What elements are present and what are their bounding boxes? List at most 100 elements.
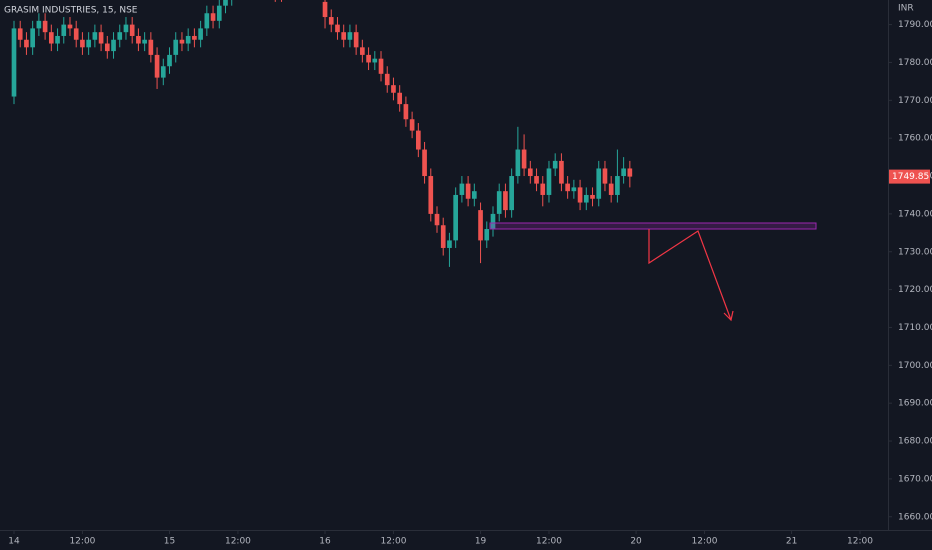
candle-body [360, 47, 365, 55]
candle-body [167, 54, 172, 67]
candle-body [123, 24, 129, 33]
candle-body [24, 39, 29, 48]
candle-body [73, 28, 79, 40]
candle-body [608, 183, 614, 195]
x-tick-label: 12:00 [380, 537, 406, 547]
candle-body [515, 149, 521, 177]
candle-body [471, 191, 477, 199]
candle-body [453, 194, 458, 241]
candle-body [534, 176, 539, 184]
candle-body [92, 32, 98, 40]
candle-body [409, 119, 415, 131]
candle-body [154, 54, 160, 78]
y-tick-label: 1670.00 [898, 474, 932, 484]
candle-body [552, 160, 558, 169]
candle-body [478, 210, 483, 241]
candle-body [559, 160, 564, 184]
candle-body [546, 168, 552, 195]
x-tick-label: 19 [475, 537, 487, 547]
y-tick-label: 1730.00 [898, 247, 932, 257]
candle-body [496, 191, 502, 214]
y-tick-label: 1760.00 [898, 134, 932, 144]
candle-body [434, 213, 440, 226]
candle-body [80, 39, 85, 48]
candle-body [30, 28, 35, 48]
candle-body [185, 35, 191, 44]
candle-body [571, 187, 577, 192]
candle-body [67, 24, 73, 29]
candle-body [490, 213, 496, 230]
candle-body [447, 240, 452, 248]
candle-body [210, 13, 216, 21]
y-tick-label: 1770.00 [898, 96, 932, 106]
candle-body [61, 24, 67, 36]
candle-body [142, 39, 147, 44]
candle-body [216, 5, 222, 21]
candle-body [484, 229, 490, 241]
candle-body [378, 58, 384, 74]
candle-body [192, 35, 197, 40]
candle-body [129, 24, 135, 36]
candle-body [602, 168, 608, 184]
candle-body [596, 168, 602, 199]
chart-title: GRASIM INDUSTRIES, 15, NSE [4, 6, 138, 16]
candle-body [55, 35, 60, 44]
candle-body [11, 28, 17, 97]
path-drawing [648, 229, 732, 321]
x-tick-label: 12:00 [69, 537, 95, 547]
candle-body [42, 20, 48, 33]
candle-body [173, 39, 179, 55]
candle-body [117, 32, 123, 40]
candle-body [540, 183, 546, 195]
candle-body [111, 39, 116, 52]
x-tick-label: 20 [630, 537, 642, 547]
candle-body [48, 32, 54, 44]
candle-body [335, 24, 340, 33]
x-tick-label: 15 [164, 537, 175, 547]
candle-body [322, 1, 328, 18]
candle-body [503, 191, 508, 211]
candle-body [428, 176, 434, 214]
y-tick-label: 1680.00 [898, 437, 932, 447]
y-tick-label: 1700.00 [898, 361, 932, 371]
x-tick-label: 12:00 [847, 537, 873, 547]
candle-body [565, 183, 570, 192]
candle-body [403, 104, 409, 120]
candle-body [615, 176, 620, 195]
candle-body [98, 32, 104, 44]
x-tick-label: 14 [8, 537, 20, 547]
candle-body [204, 13, 210, 29]
last-price-label: 1749.85 [892, 172, 929, 182]
candle-body [465, 183, 471, 199]
candle-body [223, 0, 228, 6]
currency-label: INR [898, 4, 914, 14]
y-tick-label: 1780.00 [898, 58, 932, 68]
candle-body [136, 35, 141, 44]
candle-body [521, 149, 527, 169]
x-tick-label: 16 [319, 537, 331, 547]
candle-body [527, 168, 533, 177]
candle-body [86, 39, 91, 48]
last-price-badge [889, 169, 930, 184]
y-tick-label: 1690.00 [898, 399, 932, 409]
plot-area [11, 0, 633, 267]
candle-body [397, 92, 403, 105]
candle-body [416, 130, 421, 150]
candle-body [366, 54, 371, 63]
y-tick-label: 1660.00 [898, 512, 932, 522]
candle-body [198, 28, 203, 40]
candle-body [509, 176, 514, 211]
x-tick-label: 12:00 [536, 537, 562, 547]
candle-body [583, 194, 589, 203]
candle-body [104, 43, 110, 52]
x-tick-label: 21 [786, 537, 797, 547]
candle-body [160, 66, 166, 78]
candle-body [328, 17, 334, 25]
candle-body [17, 28, 23, 40]
candle-body [148, 39, 154, 55]
candle-body [36, 20, 42, 29]
y-tick-label: 1710.00 [898, 323, 932, 333]
